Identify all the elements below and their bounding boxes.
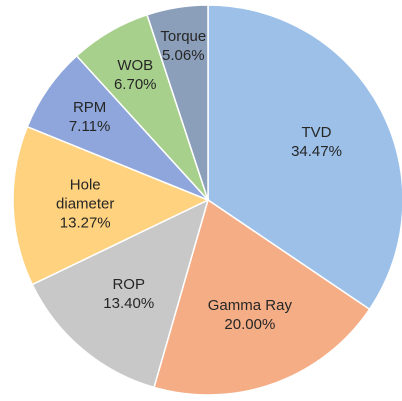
pie-slice <box>153 198 371 396</box>
slice-value: 34.47% <box>291 143 342 161</box>
pie-slice <box>12 125 210 286</box>
slice-label: Gamma Ray 20.00% <box>205 296 295 334</box>
slice-value: 20.00% <box>224 316 276 334</box>
slice-category: TVD <box>301 124 332 142</box>
slice-category: Torque <box>160 27 207 45</box>
slice-label: TVD 34.47% <box>272 123 362 161</box>
slice-category: ROP <box>112 275 145 293</box>
slice-label: RPM 7.11% <box>45 98 135 136</box>
slice-category: WOB <box>117 57 154 75</box>
pie-slice <box>146 4 209 201</box>
slice-label: Torque 5.06% <box>138 27 228 65</box>
slice-label: ROP 13.40% <box>84 275 174 313</box>
slice-value: 7.11% <box>68 118 111 136</box>
slice-category: Hole diameter <box>56 176 115 213</box>
slice-value: 5.06% <box>162 46 205 64</box>
slice-value: 13.40% <box>103 294 155 312</box>
slice-category: Gamma Ray <box>207 297 292 315</box>
slice-value: 13.27% <box>59 214 111 232</box>
pie-slice <box>31 198 210 389</box>
slice-category: RPM <box>72 99 107 117</box>
slice-value: 6.70% <box>113 76 157 94</box>
pie-slice <box>207 4 402 311</box>
slice-label: WOB 6.70% <box>90 56 180 94</box>
slice-label: Hole diameter 13.27% <box>40 175 130 232</box>
